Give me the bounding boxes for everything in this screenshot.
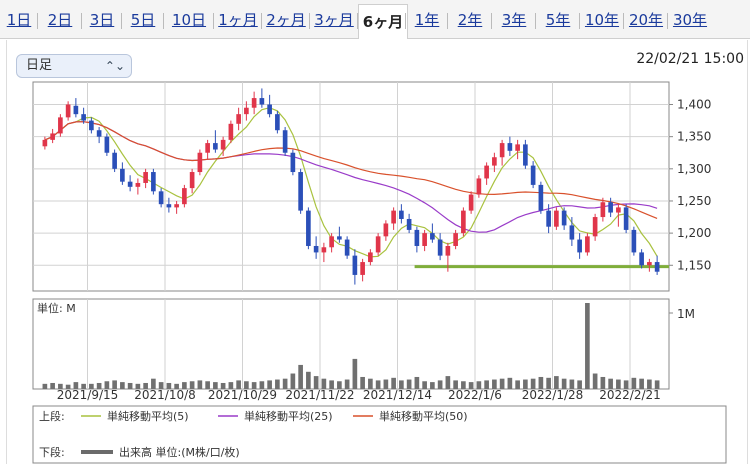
tab-separator bbox=[213, 13, 214, 29]
tab-separator bbox=[357, 13, 358, 29]
tab-separator bbox=[491, 13, 492, 29]
period-tab-bar: 1日 2日 3日 5日 10日 1ヶ月 2ヶ月 3ヶ月 6ヶ月 1年 2年 3年 5年 10年 20年 30年 bbox=[0, 0, 750, 39]
candle-period-select[interactable]: 日足 ⌃⌄ bbox=[16, 54, 132, 78]
chevron-updown-icon: ⌃⌄ bbox=[104, 59, 125, 73]
candle-period-value: 日足 bbox=[26, 58, 53, 73]
tab-7[interactable]: 2ヶ月 bbox=[266, 11, 306, 29]
tab-6[interactable]: 1ヶ月 bbox=[218, 11, 258, 29]
tab-separator bbox=[579, 13, 580, 29]
tab-separator bbox=[447, 13, 448, 29]
tab-separator bbox=[121, 13, 122, 29]
tab-13[interactable]: 5年 bbox=[545, 11, 571, 29]
tab-12[interactable]: 3年 bbox=[501, 11, 527, 29]
tab-1[interactable]: 1日 bbox=[6, 11, 32, 29]
chart-datetime: 22/02/21 15:00 bbox=[636, 51, 744, 67]
tab-separator bbox=[535, 13, 536, 29]
tab-16[interactable]: 30年 bbox=[672, 11, 708, 29]
tab-5[interactable]: 10日 bbox=[171, 11, 207, 29]
tab-9[interactable]: 6ヶ月 bbox=[358, 4, 408, 39]
tab-separator bbox=[667, 13, 668, 29]
tab-separator bbox=[261, 13, 262, 29]
tab-4[interactable]: 5日 bbox=[130, 11, 156, 29]
tab-separator bbox=[623, 13, 624, 29]
tab-14[interactable]: 10年 bbox=[584, 11, 620, 29]
tab-15[interactable]: 20年 bbox=[628, 11, 664, 29]
tab-11[interactable]: 2年 bbox=[457, 11, 483, 29]
tab-separator bbox=[405, 13, 406, 29]
tab-separator bbox=[309, 13, 310, 29]
tab-3[interactable]: 3日 bbox=[89, 11, 115, 29]
tab-separator bbox=[37, 13, 38, 29]
tab-10[interactable]: 1年 bbox=[414, 11, 440, 29]
tab-2[interactable]: 2日 bbox=[47, 11, 73, 29]
chart-frame bbox=[6, 40, 748, 464]
tab-separator bbox=[163, 13, 164, 29]
tab-8[interactable]: 3ヶ月 bbox=[314, 11, 354, 29]
tab-separator bbox=[81, 13, 82, 29]
